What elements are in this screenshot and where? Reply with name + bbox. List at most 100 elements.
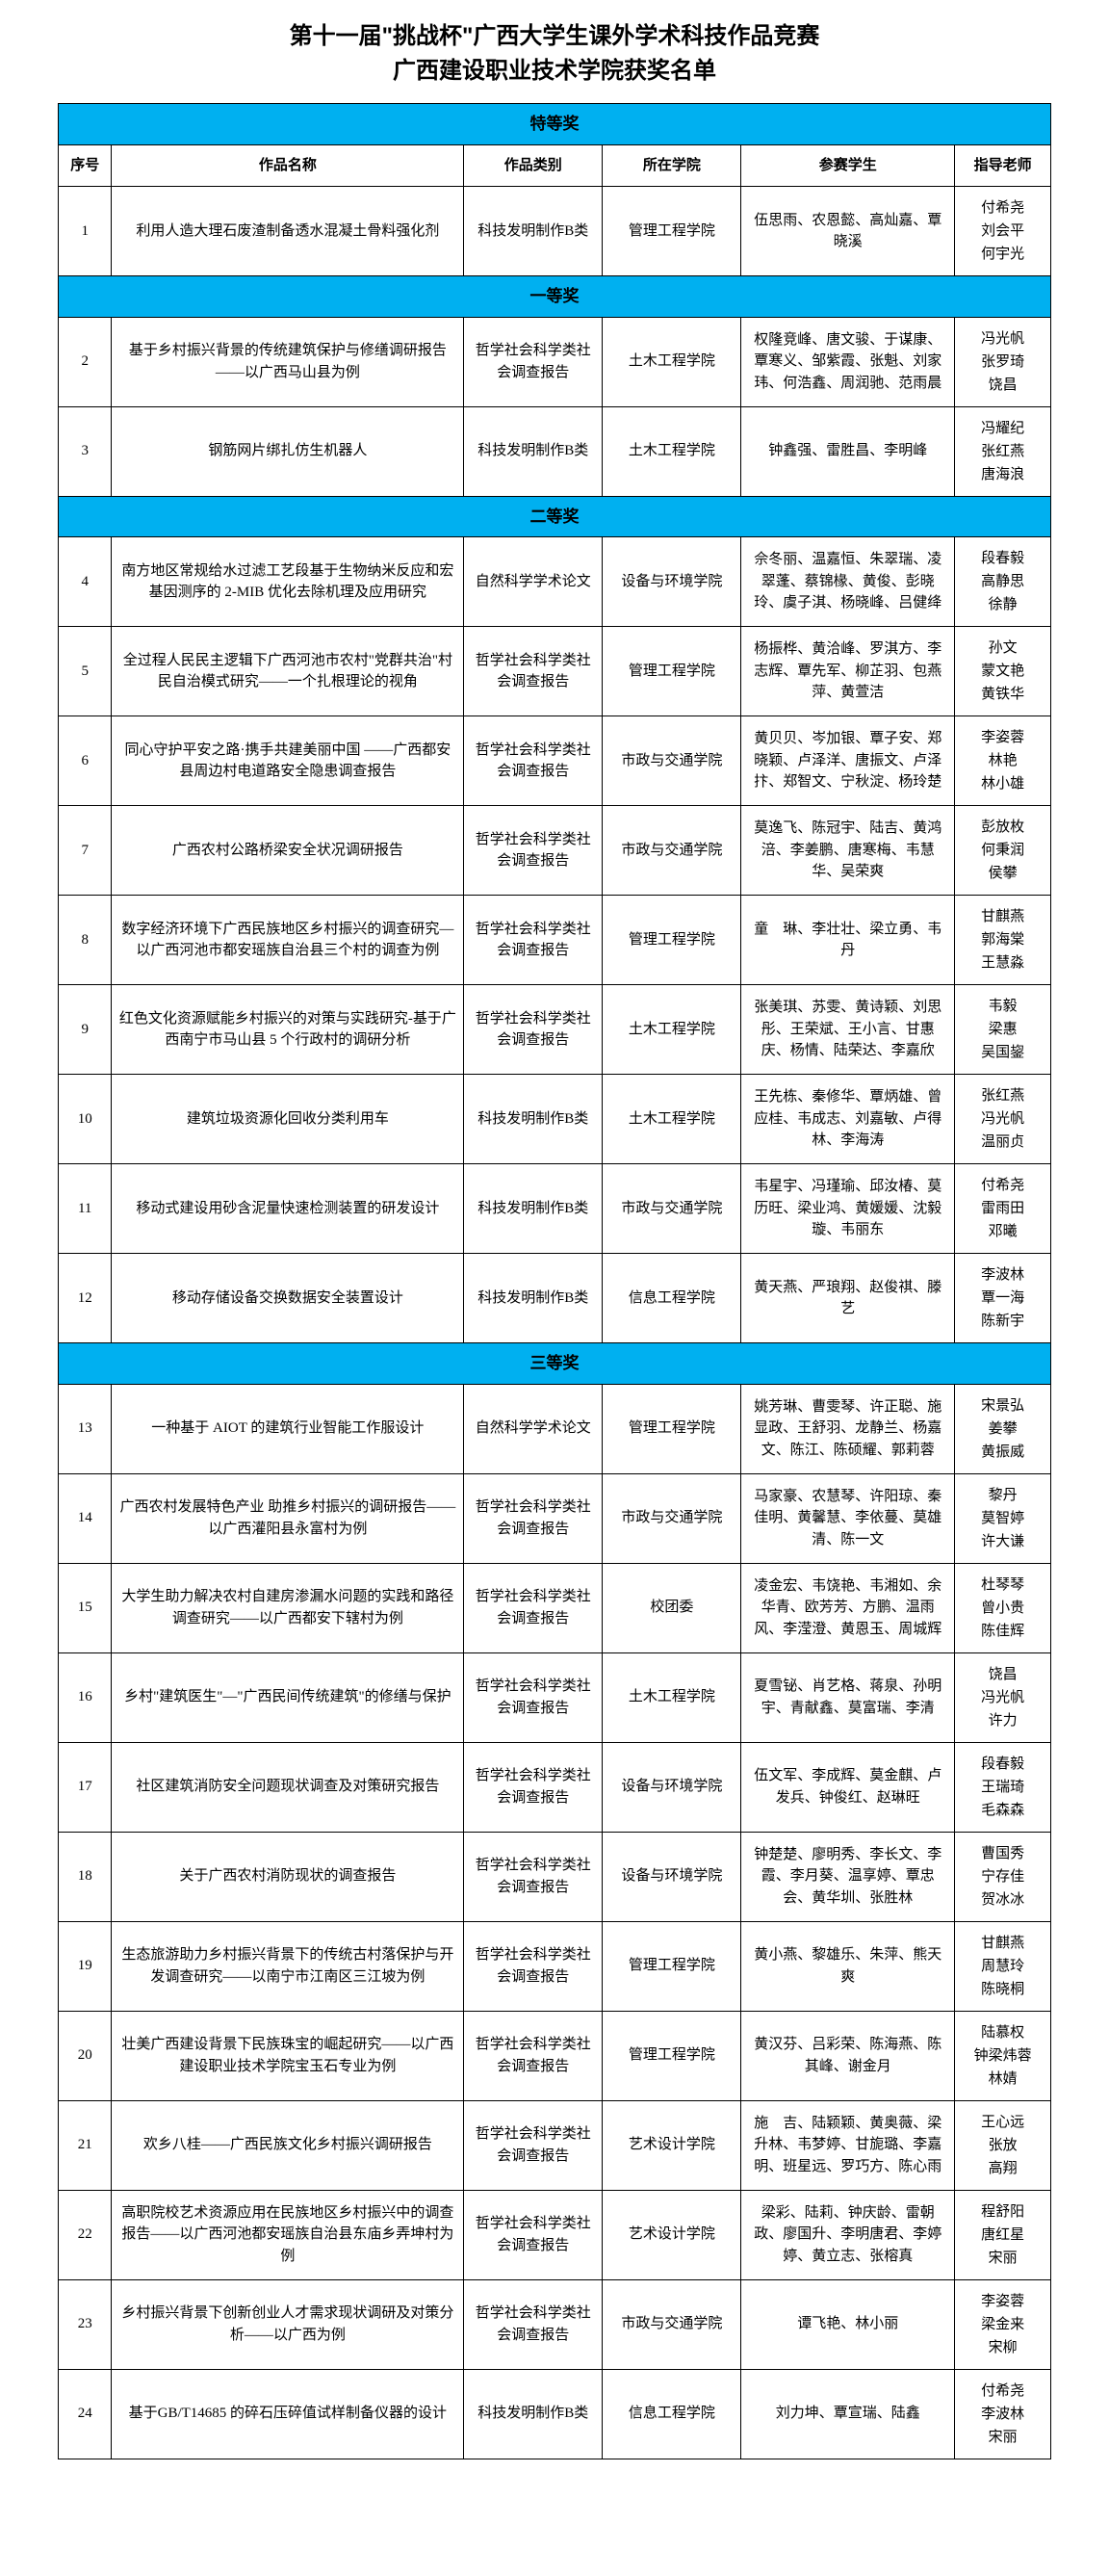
- table-row: 8数字经济环境下广西民族地区乡村振兴的调查研究—以广西河池市都安瑶族自治县三个村…: [59, 896, 1051, 985]
- cell-school: 信息工程学院: [603, 1254, 741, 1343]
- cell-name: 基于乡村振兴背景的传统建筑保护与修缮调研报告——以广西马山县为例: [112, 317, 464, 406]
- cell-students: 姚芳琳、曹雯琴、许正聪、施显政、王舒羽、龙静兰、杨嘉文、陈江、陈硕耀、郭莉蓉: [741, 1384, 955, 1473]
- table-row: 1利用人造大理石废渣制备透水混凝土骨料强化剂科技发明制作B类管理工程学院伍思雨、…: [59, 187, 1051, 276]
- cell-school: 土木工程学院: [603, 406, 741, 496]
- cell-students: 权隆竞峰、唐文骏、于谋康、覃寒义、邹紫霞、张魁、刘家玮、何浩鑫、周润驰、范雨晨: [741, 317, 955, 406]
- table-row: 17社区建筑消防安全问题现状调查及对策研究报告哲学社会科学类社会调查报告设备与环…: [59, 1742, 1051, 1832]
- cell-school: 设备与环境学院: [603, 1742, 741, 1832]
- cell-type: 哲学社会科学类社会调查报告: [464, 1742, 603, 1832]
- cell-num: 5: [59, 627, 112, 716]
- cell-type: 科技发明制作B类: [464, 406, 603, 496]
- cell-num: 21: [59, 2100, 112, 2190]
- header-row: 序号作品名称作品类别所在学院参赛学生指导老师: [59, 144, 1051, 187]
- cell-teachers: 杜琴琴曾小贵陈佳辉: [955, 1563, 1051, 1652]
- table-row: 18关于广西农村消防现状的调查报告哲学社会科学类社会调查报告设备与环境学院钟楚楚…: [59, 1832, 1051, 1921]
- table-row: 12移动存储设备交换数据安全装置设计科技发明制作B类信息工程学院黄天燕、严琅翔、…: [59, 1254, 1051, 1343]
- cell-num: 23: [59, 2279, 112, 2369]
- cell-teachers: 孙文蒙文艳黄铁华: [955, 627, 1051, 716]
- cell-name: 移动式建设用砂含泥量快速检测装置的研发设计: [112, 1164, 464, 1254]
- table-row: 20壮美广西建设背景下民族珠宝的崛起研究——以广西建设职业技术学院宝玉石专业为例…: [59, 2011, 1051, 2100]
- cell-type: 哲学社会科学类社会调查报告: [464, 2279, 603, 2369]
- cell-school: 土木工程学院: [603, 1075, 741, 1164]
- cell-name: 广西农村公路桥梁安全状况调研报告: [112, 806, 464, 896]
- cell-students: 杨振桦、黄洽峰、罗淇方、李志辉、覃先军、柳芷羽、包燕萍、黄萱洁: [741, 627, 955, 716]
- cell-name: 同心守护平安之路·携手共建美丽中国 ——广西都安县周边村电道路安全隐患调查报告: [112, 716, 464, 806]
- cell-name: 数字经济环境下广西民族地区乡村振兴的调查研究—以广西河池市都安瑶族自治县三个村的…: [112, 896, 464, 985]
- cell-school: 市政与交通学院: [603, 1164, 741, 1254]
- cell-name: 广西农村发展特色产业 助推乡村振兴的调研报告——以广西灌阳县永富村为例: [112, 1473, 464, 1563]
- cell-teachers: 冯光帆张罗琦饶昌: [955, 317, 1051, 406]
- cell-school: 校团委: [603, 1563, 741, 1652]
- cell-num: 10: [59, 1075, 112, 1164]
- cell-students: 黄小燕、黎雄乐、朱萍、熊天爽: [741, 1921, 955, 2011]
- cell-name: 建筑垃圾资源化回收分类利用车: [112, 1075, 464, 1164]
- cell-type: 哲学社会科学类社会调查报告: [464, 317, 603, 406]
- cell-students: 莫逸飞、陈冠宇、陆吉、黄鸿涪、李姜鹏、唐寒梅、韦慧华、吴荣爽: [741, 806, 955, 896]
- cell-type: 哲学社会科学类社会调查报告: [464, 716, 603, 806]
- cell-name: 全过程人民民主逻辑下广西河池市农村"党群共治"村民自治模式研究——一个扎根理论的…: [112, 627, 464, 716]
- cell-type: 科技发明制作B类: [464, 1075, 603, 1164]
- cell-teachers: 王心远张放高翔: [955, 2100, 1051, 2190]
- section-header: 三等奖: [59, 1343, 1051, 1385]
- table-row: 7广西农村公路桥梁安全状况调研报告哲学社会科学类社会调查报告市政与交通学院莫逸飞…: [59, 806, 1051, 896]
- cell-school: 管理工程学院: [603, 1921, 741, 2011]
- cell-type: 哲学社会科学类社会调查报告: [464, 2190, 603, 2279]
- cell-type: 哲学社会科学类社会调查报告: [464, 896, 603, 985]
- cell-num: 15: [59, 1563, 112, 1652]
- cell-type: 科技发明制作B类: [464, 1164, 603, 1254]
- cell-num: 1: [59, 187, 112, 276]
- cell-students: 伍文军、李成辉、莫金麒、卢发兵、钟俊红、赵琳旺: [741, 1742, 955, 1832]
- header-type: 作品类别: [464, 144, 603, 187]
- cell-name: 钢筋网片绑扎仿生机器人: [112, 406, 464, 496]
- cell-students: 童 琳、李壮壮、梁立勇、韦丹: [741, 896, 955, 985]
- cell-num: 24: [59, 2369, 112, 2459]
- cell-school: 设备与环境学院: [603, 537, 741, 627]
- cell-teachers: 李波林覃一海陈新宇: [955, 1254, 1051, 1343]
- table-row: 21欢乡八桂——广西民族文化乡村振兴调研报告哲学社会科学类社会调查报告艺术设计学…: [59, 2100, 1051, 2190]
- cell-num: 18: [59, 1832, 112, 1921]
- cell-teachers: 段春毅高静思徐静: [955, 537, 1051, 627]
- cell-name: 乡村振兴背景下创新创业人才需求现状调研及对策分析——以广西为例: [112, 2279, 464, 2369]
- cell-num: 7: [59, 806, 112, 896]
- cell-num: 14: [59, 1473, 112, 1563]
- cell-name: 社区建筑消防安全问题现状调查及对策研究报告: [112, 1742, 464, 1832]
- cell-teachers: 付希尧刘会平何宇光: [955, 187, 1051, 276]
- cell-school: 管理工程学院: [603, 187, 741, 276]
- cell-name: 基于GB/T14685 的碎石压碎值试样制备仪器的设计: [112, 2369, 464, 2459]
- cell-students: 钟鑫强、雷胜昌、李明峰: [741, 406, 955, 496]
- cell-teachers: 段春毅王瑞琦毛森森: [955, 1742, 1051, 1832]
- cell-school: 管理工程学院: [603, 2011, 741, 2100]
- table-row: 6同心守护平安之路·携手共建美丽中国 ——广西都安县周边村电道路安全隐患调查报告…: [59, 716, 1051, 806]
- cell-teachers: 张红燕冯光帆温丽贞: [955, 1075, 1051, 1164]
- cell-students: 夏雪铋、肖艺格、蒋泉、孙明宇、青献鑫、莫富瑞、李清: [741, 1652, 955, 1742]
- cell-num: 8: [59, 896, 112, 985]
- cell-school: 市政与交通学院: [603, 1473, 741, 1563]
- cell-name: 生态旅游助力乡村振兴背景下的传统古村落保护与开发调查研究——以南宁市江南区三江坡…: [112, 1921, 464, 2011]
- cell-num: 6: [59, 716, 112, 806]
- cell-num: 16: [59, 1652, 112, 1742]
- cell-type: 自然科学学术论文: [464, 537, 603, 627]
- cell-students: 王先栋、秦修华、覃炳雄、曾应桂、韦成志、刘嘉敏、卢得林、李海涛: [741, 1075, 955, 1164]
- cell-name: 移动存储设备交换数据安全装置设计: [112, 1254, 464, 1343]
- cell-type: 哲学社会科学类社会调查报告: [464, 2011, 603, 2100]
- cell-school: 土木工程学院: [603, 317, 741, 406]
- cell-teachers: 陆慕权钟梁炜蓉林婧: [955, 2011, 1051, 2100]
- cell-teachers: 冯耀纪张红燕唐海浪: [955, 406, 1051, 496]
- cell-students: 施 吉、陆颖颖、黄奥薇、梁升林、韦梦婷、甘旎璐、李嘉明、班星远、罗巧方、陈心雨: [741, 2100, 955, 2190]
- cell-type: 哲学社会科学类社会调查报告: [464, 806, 603, 896]
- cell-students: 黄汉芬、吕彩荣、陈海燕、陈其峰、谢金月: [741, 2011, 955, 2100]
- cell-teachers: 韦毅梁惠吴国鋆: [955, 985, 1051, 1075]
- cell-num: 2: [59, 317, 112, 406]
- cell-students: 谭飞艳、林小丽: [741, 2279, 955, 2369]
- table-row: 24基于GB/T14685 的碎石压碎值试样制备仪器的设计科技发明制作B类信息工…: [59, 2369, 1051, 2459]
- cell-type: 科技发明制作B类: [464, 2369, 603, 2459]
- cell-students: 刘力坤、覃宣瑞、陆鑫: [741, 2369, 955, 2459]
- cell-teachers: 饶昌冯光帆许力: [955, 1652, 1051, 1742]
- title-line-1: 第十一届"挑战杯"广西大学生课外学术科技作品竞赛: [58, 19, 1051, 54]
- header-teachers: 指导老师: [955, 144, 1051, 187]
- cell-name: 利用人造大理石废渣制备透水混凝土骨料强化剂: [112, 187, 464, 276]
- cell-teachers: 付希尧李波林宋丽: [955, 2369, 1051, 2459]
- cell-teachers: 宋景弘姜攀黄振威: [955, 1384, 1051, 1473]
- cell-school: 艺术设计学院: [603, 2190, 741, 2279]
- section-header: 特等奖: [59, 104, 1051, 145]
